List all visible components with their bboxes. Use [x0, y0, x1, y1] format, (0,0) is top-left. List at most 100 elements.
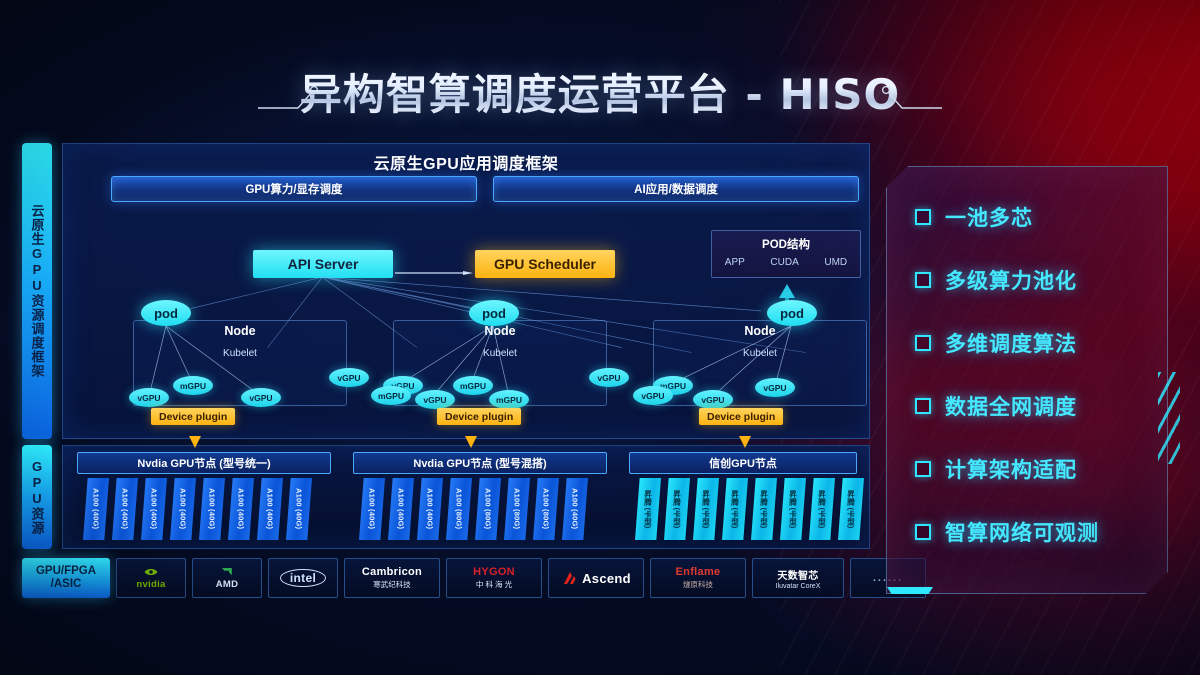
- gpu-node-row-title[interactable]: 信创GPU节点: [629, 452, 857, 474]
- vendor-name: nvidia: [136, 579, 166, 590]
- gpu-card[interactable]: A100 (40G): [199, 478, 225, 540]
- checkbox-square-icon[interactable]: [915, 524, 931, 540]
- gpu-card[interactable]: 昇腾 (卡型): [693, 478, 719, 540]
- pod-structure-box: POD结构 APP CUDA UMD: [711, 230, 861, 278]
- gpu-scheduler-node[interactable]: GPU Scheduler: [475, 250, 615, 278]
- vendor-logo-cambricon[interactable]: Cambricon 寒武纪科技: [344, 558, 440, 598]
- gpu-chip-floating[interactable]: vGPU: [633, 386, 673, 405]
- feature-item-2[interactable]: 多维调度算法: [915, 321, 1153, 365]
- kubelet-label: Kubelet: [483, 348, 517, 359]
- gpu-card[interactable]: A100 (40G): [257, 478, 283, 540]
- checkbox-square-icon[interactable]: [915, 461, 931, 477]
- vendor-name: Cambricon: [361, 566, 423, 578]
- feature-label: 多维调度算法: [945, 333, 1077, 356]
- gpu-chip-floating[interactable]: mGPU: [371, 386, 411, 405]
- gpu-card[interactable]: A100 (40G): [417, 478, 443, 540]
- gpu-card[interactable]: A100 (40G): [562, 478, 588, 540]
- api-server-node[interactable]: API Server: [253, 250, 393, 278]
- feature-item-4[interactable]: 计算架构适配: [915, 447, 1153, 491]
- gpu-card[interactable]: 昇腾 (卡型): [722, 478, 748, 540]
- vendor-logo-enflame[interactable]: Enflame 燧原科技: [650, 558, 746, 598]
- vendor-logo-hygon[interactable]: HYGON 中 科 海 光: [446, 558, 542, 598]
- checkbox-square-icon[interactable]: [915, 398, 931, 414]
- gpu-card-label: 昇腾 (卡型): [759, 489, 769, 529]
- checkbox-square-icon[interactable]: [915, 335, 931, 351]
- vendor-logo-iluvatar[interactable]: 天数智芯 Iluvatar CoreX: [752, 558, 844, 598]
- gpu-card-label: A100 (40G): [294, 488, 304, 530]
- gpu-card[interactable]: A100 (40G): [112, 478, 138, 540]
- feature-item-1[interactable]: 多级算力池化: [915, 258, 1153, 302]
- gpu-card[interactable]: A100 (40G): [83, 478, 109, 540]
- gpu-card[interactable]: A100 (40G): [228, 478, 254, 540]
- vendor-name: intel: [279, 569, 327, 587]
- gpu-card-label: A100 (80G): [483, 488, 493, 530]
- gpu-card-label: 昇腾 (卡型): [817, 489, 827, 529]
- checkbox-square-icon[interactable]: [915, 209, 931, 225]
- pod-badge[interactable]: pod: [767, 300, 817, 326]
- gpu-card[interactable]: 昇腾 (卡型): [664, 478, 690, 540]
- architecture-diagram: 云原生GPU资源调度框架 GPU资源 云原生GPU应用调度框架 GPU算力/显存…: [22, 143, 870, 603]
- gpu-card-label: A100 (40G): [570, 488, 580, 530]
- node-group-2: pod Node Kubelet vGPU vGPU mGPU mGPU Dev…: [381, 300, 619, 425]
- gpu-node-row-title[interactable]: Nvdia GPU节点 (型号统一): [77, 452, 331, 474]
- feature-item-5[interactable]: 智算网络可观测: [915, 510, 1153, 554]
- scheduling-bar-ai[interactable]: AI应用/数据调度: [493, 176, 859, 202]
- gpu-card-label: A100 (80G): [454, 488, 464, 530]
- gpu-card[interactable]: 昇腾 (卡型): [635, 478, 661, 540]
- gpu-chip[interactable]: vGPU: [129, 388, 169, 407]
- gpu-chip-floating[interactable]: vGPU: [589, 368, 629, 387]
- gpu-chip[interactable]: vGPU: [241, 388, 281, 407]
- feature-item-0[interactable]: 一池多芯: [915, 195, 1153, 239]
- gpu-resources-panel: Nvdia GPU节点 (型号统一) Nvdia GPU节点 (型号混搭) 信创…: [62, 436, 870, 549]
- gpu-chip[interactable]: vGPU: [415, 390, 455, 409]
- kubelet-label: Kubelet: [223, 348, 257, 359]
- gpu-card-label: A100 (40G): [149, 488, 159, 530]
- nvidia-eye-icon: [144, 569, 158, 575]
- gpu-card[interactable]: A100 (80G): [475, 478, 501, 540]
- scheduling-bar-compute[interactable]: GPU算力/显存调度: [111, 176, 477, 202]
- gpu-chip-floating[interactable]: vGPU: [329, 368, 369, 387]
- arrow-down-icon: [465, 432, 477, 448]
- vendor-logo-ascend[interactable]: Ascend: [548, 558, 644, 598]
- gpu-card[interactable]: 昇腾 (卡型): [809, 478, 835, 540]
- gpu-chip[interactable]: vGPU: [693, 390, 733, 409]
- gpu-card[interactable]: A100 (80G): [446, 478, 472, 540]
- arrow-down-icon: [739, 432, 751, 448]
- feature-item-3[interactable]: 数据全网调度: [915, 384, 1153, 428]
- gpu-card[interactable]: A100 (40G): [388, 478, 414, 540]
- gpu-chip[interactable]: vGPU: [755, 378, 795, 397]
- pod-structure-title: POD结构: [762, 239, 810, 251]
- gpu-chip[interactable]: mGPU: [489, 390, 529, 409]
- vendor-header-line2: /ASIC: [50, 578, 82, 590]
- gpu-card[interactable]: A100 (40G): [359, 478, 385, 540]
- vendor-name: HYGON: [473, 566, 515, 578]
- gpu-card-label: 昇腾 (卡型): [643, 489, 653, 529]
- gpu-card[interactable]: A100 (80G): [533, 478, 559, 540]
- device-plugin-button[interactable]: Device plugin: [151, 408, 236, 425]
- gpu-card-label: A100 (80G): [541, 488, 551, 530]
- device-plugin-button[interactable]: Device plugin: [699, 408, 784, 425]
- vendor-logo-amd[interactable]: AMD: [192, 558, 262, 598]
- panel-edge-ticks-decoration: [1158, 372, 1180, 464]
- pod-badge[interactable]: pod: [469, 300, 519, 326]
- vendor-logo-nvidia[interactable]: nvidia: [116, 558, 186, 598]
- gpu-chip[interactable]: mGPU: [173, 376, 213, 395]
- gpu-card-label: A100 (40G): [91, 488, 101, 530]
- gpu-card[interactable]: A100 (80G): [504, 478, 530, 540]
- gpu-card[interactable]: 昇腾 (卡型): [751, 478, 777, 540]
- gpu-card[interactable]: 昇腾 (卡型): [838, 478, 864, 540]
- gpu-card[interactable]: A100 (40G): [170, 478, 196, 540]
- gpu-card[interactable]: A100 (40G): [141, 478, 167, 540]
- gpu-node-row-title[interactable]: Nvdia GPU节点 (型号混搭): [353, 452, 607, 474]
- checkbox-square-icon[interactable]: [915, 272, 931, 288]
- gpu-card[interactable]: 昇腾 (卡型): [780, 478, 806, 540]
- pod-badge[interactable]: pod: [141, 300, 191, 326]
- vendor-subname: 寒武纪科技: [373, 580, 411, 589]
- device-plugin-button[interactable]: Device plugin: [437, 408, 522, 425]
- gpu-card-strip-1: A100 (40G) A100 (40G) A100 (40G) A100 (40G)…: [83, 478, 312, 540]
- gpu-chip[interactable]: mGPU: [453, 376, 493, 395]
- vendor-name: Enflame: [675, 566, 721, 578]
- vendor-logo-intel[interactable]: intel: [268, 558, 338, 598]
- gpu-card[interactable]: A100 (40G): [286, 478, 312, 540]
